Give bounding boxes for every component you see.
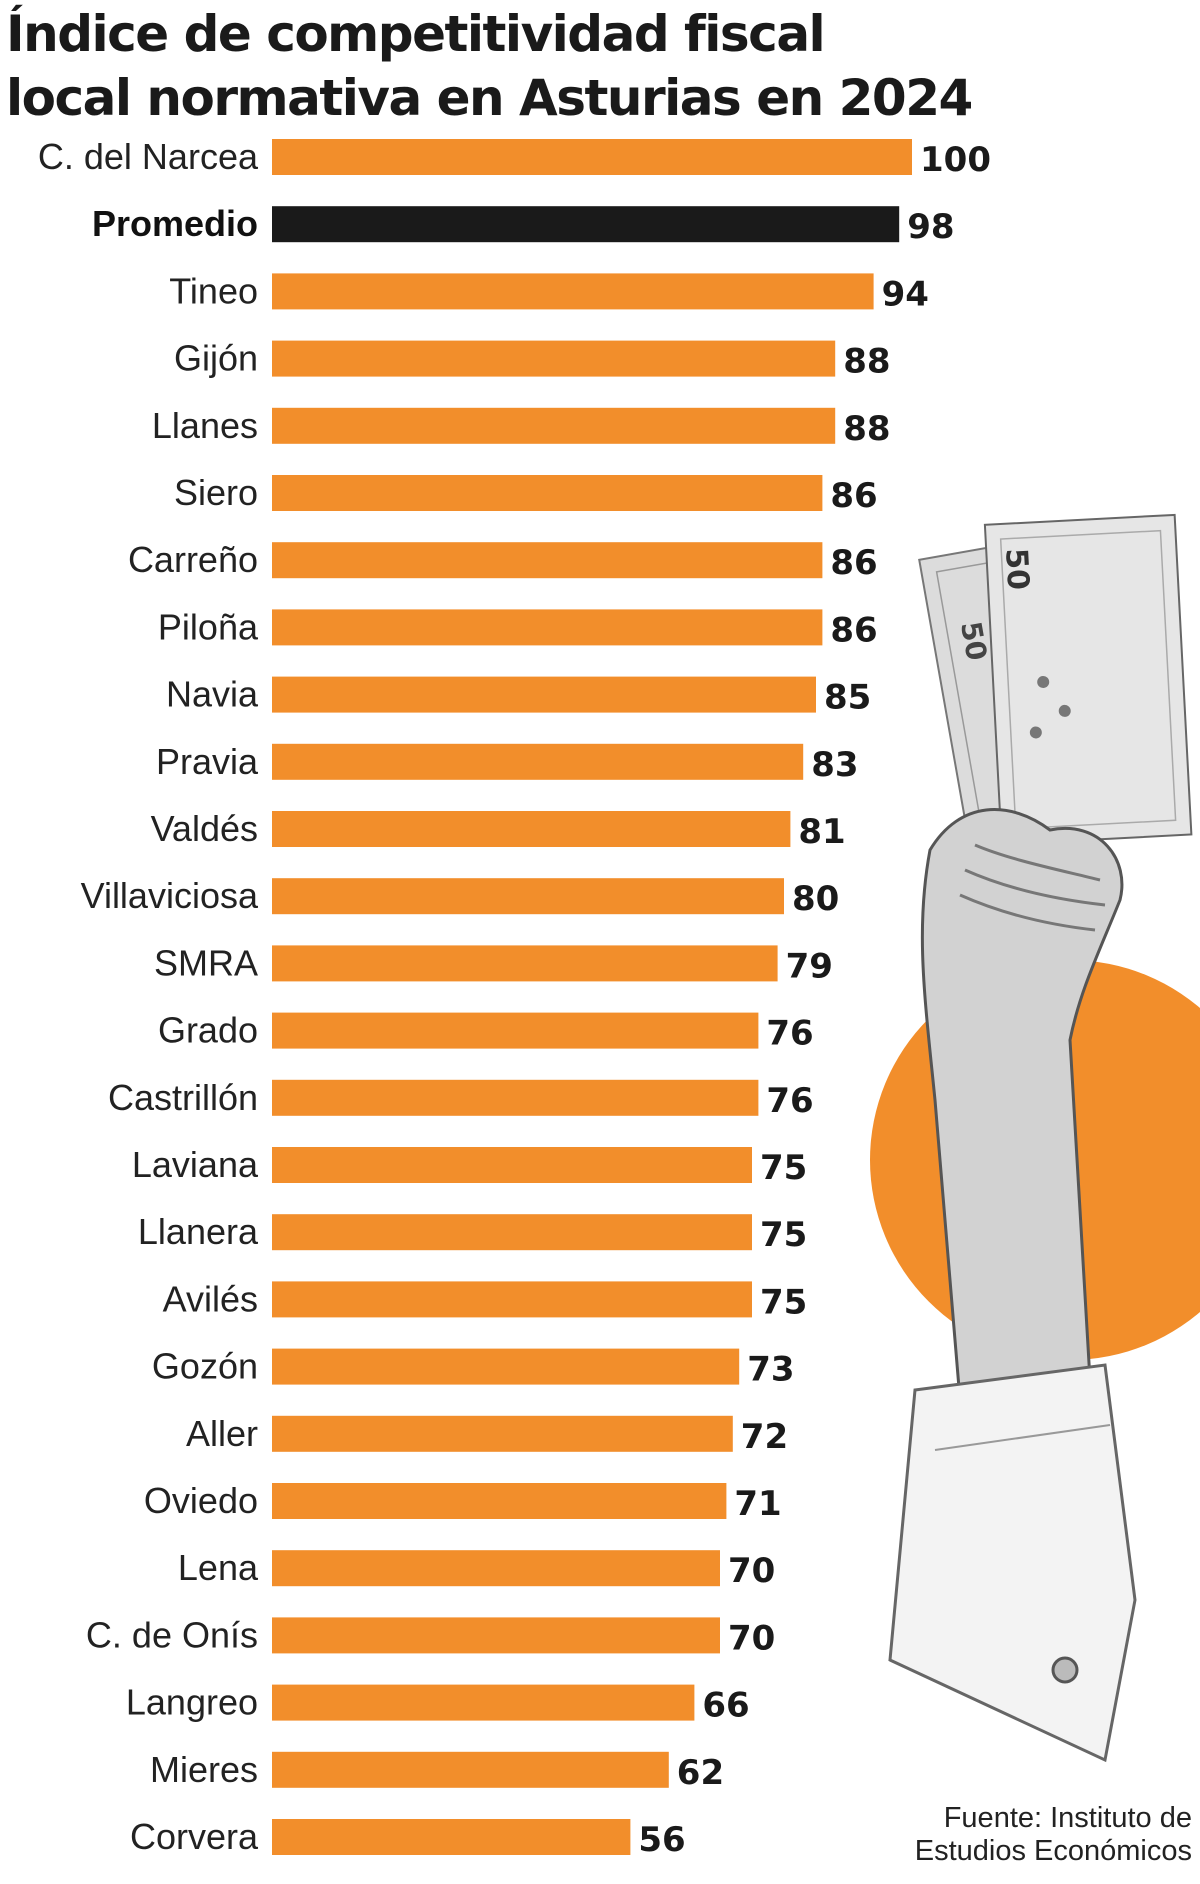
bar-c-de-onis [272, 1617, 720, 1654]
bar-c-del-narcea [272, 139, 912, 175]
value-label-carreno: 86 [830, 543, 877, 583]
bar-laviana [272, 1147, 752, 1183]
value-label-aller: 72 [741, 1417, 788, 1457]
value-label-promedio: 98 [907, 207, 954, 247]
value-label-lena: 70 [728, 1551, 775, 1591]
value-label-grado: 76 [766, 1014, 813, 1054]
bar-castrillon [272, 1079, 759, 1116]
bar-grado [272, 1012, 759, 1049]
category-label-valdes: Valdés [151, 808, 258, 849]
bar-corvera [272, 1819, 631, 1855]
value-label-gozon: 73 [747, 1350, 794, 1390]
bar-lena [272, 1550, 720, 1587]
category-label-grado: Grado [158, 1010, 258, 1051]
value-label-laviana: 75 [760, 1148, 807, 1188]
category-label-llanera: Llanera [138, 1211, 259, 1252]
chart-title-line-1: Índice de competitividad fiscal [6, 5, 826, 63]
value-label-c-del-narcea: 100 [920, 140, 991, 180]
category-label-c-de-onis: C. de Onís [86, 1614, 258, 1655]
value-label-siero: 86 [830, 476, 877, 516]
hand-holding-euro-banknotes-illustration: 50 50 [888, 513, 1193, 1763]
bar-siero [272, 475, 823, 511]
bar-gozon [272, 1348, 740, 1385]
source-line-1: Fuente: Instituto de [943, 1802, 1192, 1834]
bars-group [272, 139, 912, 1855]
category-label-carreno: Carreño [128, 539, 258, 580]
value-label-llanera: 75 [760, 1215, 807, 1255]
category-label-langreo: Langreo [126, 1682, 258, 1723]
bar-navia [272, 676, 816, 713]
category-label-c-del-narcea: C. del Narcea [38, 136, 259, 177]
value-label-castrillon: 76 [766, 1081, 813, 1121]
bar-villaviciosa [272, 878, 784, 915]
value-label-tineo: 94 [882, 274, 929, 314]
value-label-corvera: 56 [638, 1820, 685, 1860]
bar-tineo [272, 273, 874, 310]
value-label-villaviciosa: 80 [792, 879, 839, 919]
category-label-gozon: Gozón [152, 1346, 258, 1387]
svg-text:50: 50 [954, 619, 993, 663]
category-label-pravia: Pravia [156, 741, 259, 782]
decoration-layer: 50 50 [870, 513, 1200, 1763]
bar-pravia [272, 743, 804, 780]
bar-llanera [272, 1214, 752, 1251]
value-label-gijon: 88 [843, 342, 890, 382]
value-label-oviedo: 71 [734, 1484, 781, 1524]
bar-gijon [272, 340, 836, 377]
category-label-navia: Navia [166, 674, 259, 715]
category-label-corvera: Corvera [130, 1816, 259, 1857]
category-label-siero: Siero [174, 472, 258, 513]
source-note: Fuente: Instituto de Estudios Económicos [915, 1802, 1192, 1868]
value-label-langreo: 66 [702, 1686, 749, 1726]
category-label-castrillon: Castrillón [108, 1077, 258, 1118]
value-label-navia: 85 [824, 678, 871, 718]
bar-aviles [272, 1281, 752, 1318]
chart-title: Índice de competitividad fiscal local no… [6, 2, 1006, 130]
category-label-gijon: Gijón [174, 338, 258, 379]
chart-title-line-2: local normativa en Asturias en 2024 [6, 69, 973, 127]
category-label-lena: Lena [178, 1547, 259, 1588]
value-label-llanes: 88 [843, 409, 890, 449]
category-label-mieres: Mieres [150, 1749, 258, 1790]
bar-oviedo [272, 1483, 727, 1519]
category-label-villaviciosa: Villaviciosa [81, 875, 259, 916]
value-label-smra: 79 [786, 946, 833, 986]
category-label-tineo: Tineo [169, 270, 258, 311]
value-label-c-de-onis: 70 [728, 1618, 775, 1658]
category-label-oviedo: Oviedo [144, 1480, 258, 1521]
value-label-valdes: 81 [798, 812, 845, 852]
value-labels-group: 100 98 94 88 88 86 86 86 85 83 81 80 79 76 76 75 75 75 73 7… [638, 140, 991, 1860]
source-line-2: Estudios Económicos [914, 1835, 1192, 1867]
bar-pilona [272, 609, 823, 646]
category-label-llanes: Llanes [152, 405, 258, 446]
category-label-pilona: Piloña [158, 606, 259, 647]
value-label-pravia: 83 [811, 745, 858, 785]
bar-aller [272, 1415, 733, 1452]
value-label-mieres: 62 [677, 1753, 724, 1793]
category-label-laviana: Laviana [132, 1144, 259, 1185]
category-label-aller: Aller [186, 1413, 258, 1454]
bar-smra [272, 945, 778, 982]
bar-mieres [272, 1751, 669, 1788]
category-label-aviles: Avilés [163, 1278, 258, 1319]
bar-carreno [272, 542, 823, 579]
bar-promedio [272, 206, 900, 243]
bar-valdes [272, 811, 791, 847]
category-label-smra: SMRA [154, 942, 258, 983]
value-label-aviles: 75 [760, 1282, 807, 1322]
value-label-pilona: 86 [830, 610, 877, 650]
bar-langreo [272, 1684, 695, 1721]
category-label-promedio: Promedio [92, 203, 258, 244]
svg-text:50: 50 [998, 547, 1035, 591]
bar-llanes [272, 407, 836, 444]
category-labels-group: C. del Narcea Promedio Tineo Gijón Llanes Sie… [38, 136, 259, 1857]
